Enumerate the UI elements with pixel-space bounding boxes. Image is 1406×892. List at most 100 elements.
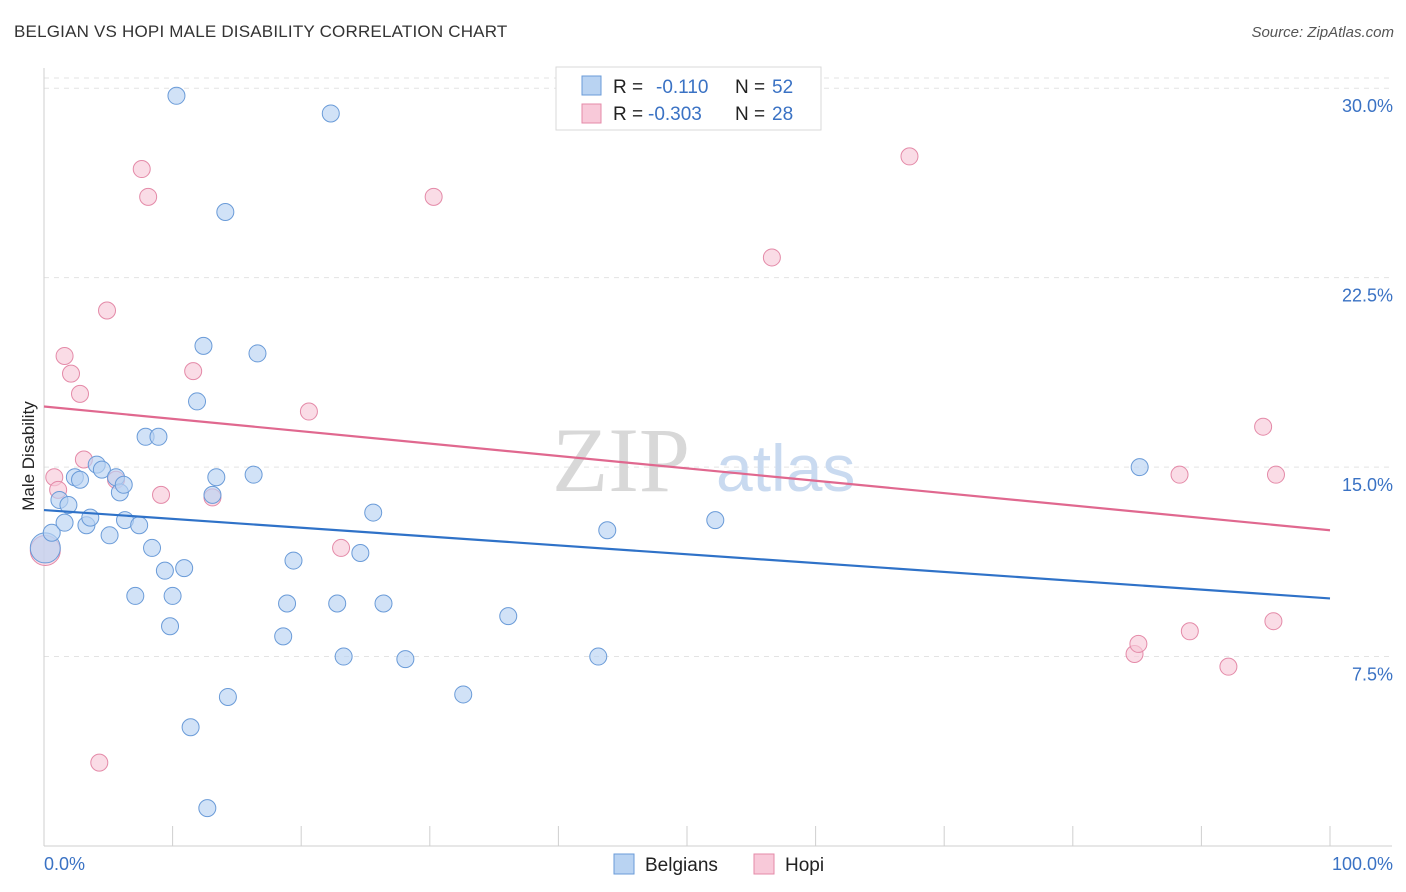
legend-r-label-hopi: R = bbox=[613, 104, 643, 125]
y-tick-label-2: 22.5% bbox=[1342, 286, 1393, 306]
hopi-point-25 bbox=[1254, 417, 1273, 436]
belgian-point-19 bbox=[143, 538, 162, 557]
belgian-point-37 bbox=[278, 594, 297, 613]
belgian-point-6 bbox=[71, 470, 90, 489]
belgian-point-33 bbox=[218, 687, 237, 706]
legend-n-label-belgians: N = bbox=[735, 77, 765, 98]
hopi-trend-line bbox=[43, 405, 1331, 532]
belgian-point-43 bbox=[364, 503, 383, 522]
x-ticks bbox=[172, 826, 1331, 846]
belgian-point-23 bbox=[163, 586, 182, 605]
hopi-point-23 bbox=[1180, 622, 1199, 641]
belgian-point-51 bbox=[1130, 458, 1149, 477]
hopi-point-17 bbox=[424, 187, 443, 206]
y-tick-label-0: 7.5% bbox=[1352, 665, 1393, 685]
hopi-point-18 bbox=[762, 248, 781, 267]
belgian-point-14 bbox=[114, 475, 133, 494]
belgian-points bbox=[29, 86, 1149, 818]
x-tick-label-0: 0.0% bbox=[44, 854, 85, 874]
axes bbox=[43, 68, 1392, 847]
legend-n-value-hopi: 28 bbox=[772, 104, 793, 125]
watermark-atlas: atlas bbox=[716, 431, 855, 505]
belgian-point-16 bbox=[126, 586, 145, 605]
hopi-point-4 bbox=[62, 364, 81, 383]
belgian-point-44 bbox=[374, 594, 393, 613]
trend-lines bbox=[43, 405, 1331, 600]
hopi-point-5 bbox=[71, 384, 90, 403]
belgian-point-11 bbox=[100, 526, 119, 545]
belgian-point-1 bbox=[42, 523, 61, 542]
belgian-point-41 bbox=[334, 647, 353, 666]
belgian-point-4 bbox=[59, 495, 78, 514]
series-legend-swatch-hopi bbox=[753, 853, 775, 875]
belgian-point-26 bbox=[181, 718, 200, 737]
hopi-point-12 bbox=[152, 485, 171, 504]
y-tick-label-1: 15.0% bbox=[1342, 475, 1393, 495]
legend-n-label-hopi: N = bbox=[735, 104, 765, 125]
legend-n-value-belgians: 52 bbox=[772, 77, 793, 98]
hopi-point-26 bbox=[1264, 612, 1283, 631]
belgian-point-47 bbox=[499, 607, 518, 626]
hopi-point-24 bbox=[1219, 657, 1238, 676]
belgian-point-50 bbox=[706, 511, 725, 530]
belgian-point-29 bbox=[198, 799, 217, 818]
legend-swatch-hopi bbox=[581, 103, 602, 124]
y-tick-labels: 7.5% 15.0% 22.5% 30.0% bbox=[1342, 96, 1393, 684]
series-legend-swatch-belgians bbox=[613, 853, 635, 875]
y-axis-title: Male Disability bbox=[19, 401, 38, 511]
belgian-point-24 bbox=[167, 86, 186, 105]
belgian-point-45 bbox=[396, 650, 415, 669]
belgian-point-46 bbox=[454, 685, 473, 704]
belgian-point-34 bbox=[244, 465, 263, 484]
belgian-point-3 bbox=[55, 513, 74, 532]
legend-swatch-belgians bbox=[581, 75, 602, 96]
legend-r-value-hopi: -0.303 bbox=[648, 104, 702, 125]
belgian-point-22 bbox=[161, 617, 180, 636]
y-tick-label-3: 30.0% bbox=[1342, 96, 1393, 116]
belgian-point-42 bbox=[351, 543, 370, 562]
x-tick-label-1: 100.0% bbox=[1332, 854, 1393, 874]
belgian-point-49 bbox=[598, 521, 617, 540]
hopi-point-11 bbox=[139, 187, 158, 206]
hopi-point-3 bbox=[55, 346, 74, 365]
belgian-point-39 bbox=[321, 104, 340, 123]
hopi-points bbox=[29, 147, 1285, 772]
belgian-point-36 bbox=[274, 627, 293, 646]
hopi-point-19 bbox=[900, 147, 919, 166]
belgian-point-48 bbox=[589, 647, 608, 666]
hopi-point-21 bbox=[1129, 634, 1148, 653]
x-tick-labels: 0.0% 100.0% bbox=[44, 854, 1393, 874]
belgian-point-32 bbox=[216, 202, 235, 221]
stats-legend: R = -0.110 N = 52 R = -0.303 N = 28 bbox=[555, 66, 822, 131]
belgian-point-20 bbox=[149, 427, 168, 446]
legend-r-label-belgians: R = bbox=[613, 77, 643, 98]
belgian-point-35 bbox=[248, 344, 267, 363]
hopi-point-15 bbox=[299, 402, 318, 421]
belgian-point-10 bbox=[92, 460, 111, 479]
hopi-point-13 bbox=[184, 362, 203, 381]
belgian-point-21 bbox=[155, 561, 174, 580]
belgian-point-17 bbox=[130, 516, 149, 535]
chart-title: BELGIAN VS HOPI MALE DISABILITY CORRELAT… bbox=[14, 22, 508, 41]
belgian-point-28 bbox=[194, 336, 213, 355]
gridlines bbox=[44, 77, 1392, 658]
watermark-zip: ZIP bbox=[552, 409, 690, 511]
watermark: ZIP atlas bbox=[552, 409, 855, 511]
series-legend: Belgians Hopi bbox=[613, 853, 824, 876]
belgian-point-31 bbox=[207, 468, 226, 487]
hopi-point-27 bbox=[1266, 465, 1285, 484]
belgian-point-30 bbox=[203, 485, 222, 504]
hopi-point-8 bbox=[98, 301, 117, 320]
hopi-point-10 bbox=[132, 160, 151, 179]
belgian-trend-line bbox=[43, 508, 1331, 600]
legend-r-value-belgians: -0.110 bbox=[656, 77, 708, 98]
hopi-point-7 bbox=[90, 753, 109, 772]
source-label: Source: ZipAtlas.com bbox=[1251, 24, 1394, 41]
hopi-point-16 bbox=[332, 538, 351, 557]
hopi-point-22 bbox=[1170, 465, 1189, 484]
series-legend-label-belgians: Belgians bbox=[645, 855, 718, 876]
series-legend-label-hopi: Hopi bbox=[785, 855, 824, 876]
belgian-point-8 bbox=[81, 508, 100, 527]
belgian-point-25 bbox=[175, 559, 194, 578]
